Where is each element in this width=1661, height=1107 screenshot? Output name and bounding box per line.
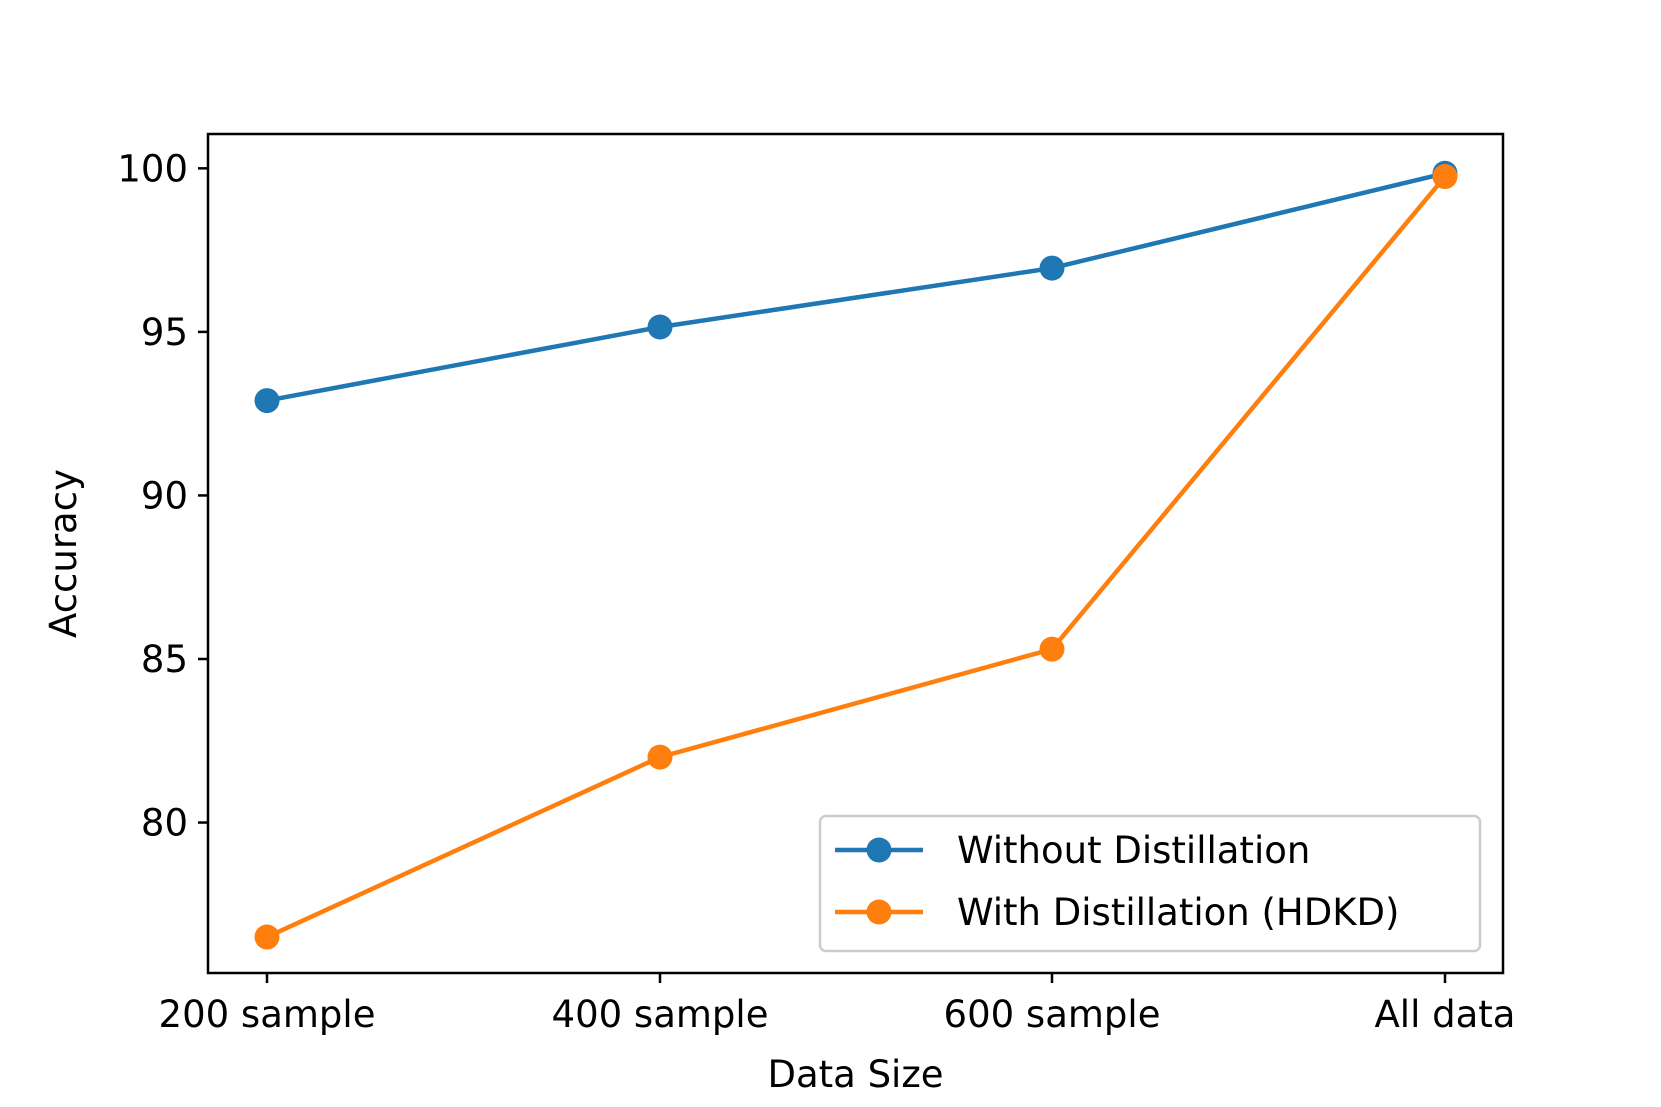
legend-box (818, 814, 1482, 953)
legend: Without Distillation With Distillation (H… (818, 814, 1482, 953)
data-point (254, 388, 280, 414)
plot-frame (206, 132, 1505, 975)
series-line-1 (264, 171, 1448, 403)
data-point (1039, 255, 1065, 281)
x-tick-label: All data (1375, 993, 1516, 1036)
x-tick-label: 600 sample (944, 993, 1161, 1036)
y-tick-label: 85 (141, 638, 188, 681)
y-tick-label: 100 (117, 147, 188, 190)
data-point (1039, 636, 1065, 662)
series-line-2 (264, 174, 1448, 940)
axes-layer: 200 sample 400 sample 600 sample All data 80… (117, 147, 1515, 1036)
y-axis-label: Accuracy (42, 469, 85, 638)
y-tick-label: 80 (141, 802, 188, 845)
data-point (647, 744, 673, 770)
x-tick-label: 200 sample (159, 993, 376, 1036)
data-point (1432, 164, 1458, 190)
legend-marker (866, 837, 892, 863)
y-tick-label: 90 (141, 474, 188, 517)
legend-marker (866, 899, 892, 925)
legend-label: Without Distillation (957, 829, 1310, 872)
data-point (647, 314, 673, 340)
legend-label: With Distillation (HDKD) (957, 891, 1399, 934)
y-tick-label: 95 (141, 311, 188, 354)
x-axis-label: Data Size (767, 1053, 943, 1096)
series-layer (254, 160, 1458, 950)
x-tick-label: 400 sample (552, 993, 769, 1036)
data-point (254, 924, 280, 950)
